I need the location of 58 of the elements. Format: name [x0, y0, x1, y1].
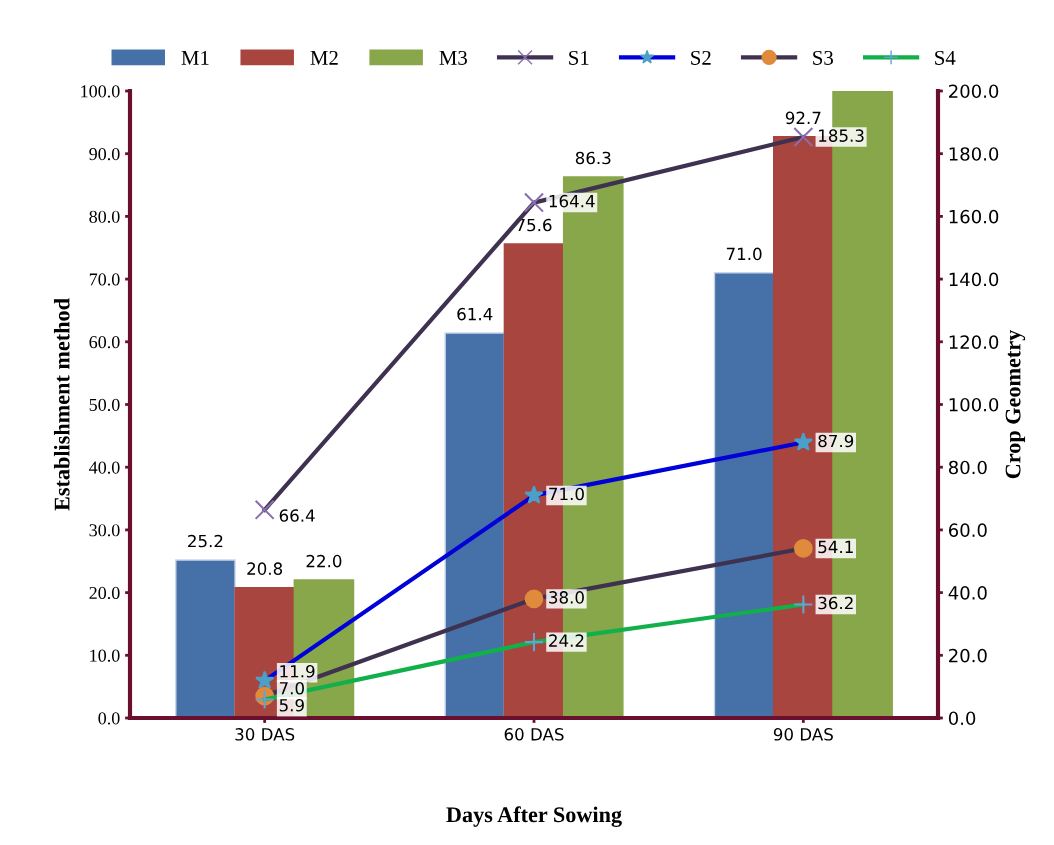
- x-axis-title: Days After Sowing: [446, 806, 622, 827]
- data-label: 38.0: [549, 591, 584, 604]
- data-label: 54.1: [818, 540, 853, 554]
- legend-label: S2: [691, 50, 711, 65]
- y2-tick-label: 40.0: [948, 586, 987, 600]
- x-tick-label: 60 DAS: [504, 728, 564, 741]
- legend-label: M2: [310, 50, 338, 65]
- data-label: 36.2: [818, 596, 853, 610]
- y2-tick-label: 160.0: [949, 209, 999, 224]
- y2-tick-label: 20.0: [949, 648, 987, 663]
- y-tick-label: 10.0: [90, 649, 120, 662]
- data-label: 87.9: [818, 434, 854, 448]
- data-label: 92.7: [785, 111, 821, 125]
- y2-tick-label: 60.0: [948, 523, 987, 538]
- y2-axis-title: Crop Geometry: [1005, 329, 1026, 479]
- data-label: 185.3: [819, 129, 864, 142]
- y2-tick-label: 200.0: [949, 84, 999, 99]
- x-tick-label: 90 DAS: [773, 728, 833, 741]
- y-tick-label: 80.0: [89, 210, 120, 223]
- data-label: 5.9: [279, 698, 304, 712]
- x-tick-label: 30 DAS: [235, 728, 295, 741]
- data-label: 7.0: [279, 681, 304, 695]
- y2-tick-label: 80.0: [948, 460, 987, 475]
- data-label: 71.0: [549, 487, 584, 501]
- data-label: 66.4: [279, 509, 315, 522]
- bar: [444, 332, 506, 718]
- y-tick-label: 0.0: [98, 712, 120, 725]
- y2-tick-label: 140.0: [949, 272, 999, 287]
- bar: [175, 559, 236, 718]
- y-tick-label: 60.0: [89, 336, 120, 349]
- y-axis-title: Establishment method: [53, 298, 70, 511]
- data-label: 75.6: [516, 218, 552, 232]
- legend-label: S3: [813, 50, 833, 65]
- legend-label: S4: [935, 50, 956, 65]
- y-tick-label: 20.0: [89, 586, 120, 600]
- data-label: 25.2: [188, 534, 223, 548]
- data-label: 11.9: [280, 664, 315, 678]
- legend-label: S1: [569, 50, 589, 65]
- legend-label: M1: [181, 50, 209, 65]
- data-label: 164.4: [549, 194, 595, 208]
- data-label: 86.3: [575, 151, 611, 165]
- y-tick-label: 40.0: [89, 461, 120, 474]
- y-tick-label: 50.0: [89, 398, 120, 412]
- data-label: 61.4: [457, 307, 493, 321]
- y-tick-label: 70.0: [89, 273, 120, 286]
- y-tick-label: 90.0: [89, 147, 120, 161]
- data-label: 71.0: [726, 247, 762, 261]
- y2-tick-label: 180.0: [949, 147, 999, 161]
- y-tick-label: 30.0: [89, 524, 120, 537]
- y2-tick-label: 100.0: [949, 397, 999, 412]
- y2-tick-label: 120.0: [949, 335, 999, 349]
- legend-label: M3: [439, 50, 467, 65]
- data-label: 20.8: [247, 562, 283, 575]
- y-tick-label: 100.0: [81, 85, 120, 98]
- data-label: 24.2: [549, 634, 584, 647]
- data-label: 22.0: [306, 554, 342, 568]
- bar: [713, 272, 775, 718]
- y2-tick-label: 0.0: [948, 711, 976, 726]
